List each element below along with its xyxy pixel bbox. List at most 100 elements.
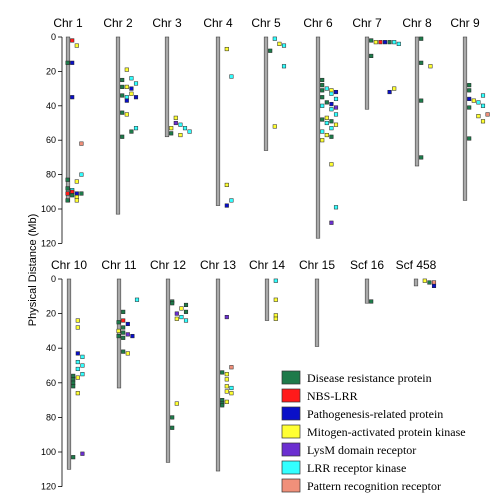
chromosome-label: Chr 15 (299, 258, 335, 272)
gene-marker-disease (71, 377, 76, 382)
gene-marker-lrrk (133, 126, 139, 131)
chromosome-bar (164, 36, 170, 138)
gene-marker-lrrk (134, 297, 140, 302)
gene-marker-lrrk (129, 76, 134, 81)
legend-item-nbs: NBS-LRR (281, 388, 358, 403)
y-tick-label: 40 (46, 343, 56, 353)
legend-swatch (281, 478, 301, 493)
gene-marker-lrrk (392, 40, 397, 45)
gene-marker-lrrk (324, 120, 329, 126)
gene-marker-lrrk (480, 93, 486, 98)
chromosome-chr-14: Chr 14 (249, 258, 285, 321)
chromosome-bar (413, 278, 419, 287)
gene-marker-lysm (80, 451, 85, 456)
gene-marker-disease (71, 373, 76, 378)
gene-marker-mapk (74, 43, 79, 48)
gene-marker-disease (129, 129, 134, 134)
gene-marker-mapk (324, 115, 329, 120)
gene-marker-disease (70, 193, 75, 198)
legend-label: Pattern recognition receptor (307, 479, 441, 493)
y-tick-label: 60 (46, 135, 56, 145)
gene-marker-lrrk (476, 100, 481, 105)
gene-marker-disease (419, 60, 424, 65)
gene-marker-pr (129, 86, 134, 91)
gene-marker-lrrk (333, 112, 339, 117)
gene-marker-nbs (121, 318, 126, 323)
chromosome-label: Chr 9 (450, 16, 480, 30)
gene-marker-lrrk (80, 354, 85, 359)
chromosome-bar (264, 278, 270, 321)
gene-marker-disease (320, 117, 325, 122)
chromosome-scf-458: Scf 458 (396, 258, 437, 288)
gene-marker-nbs (70, 189, 75, 194)
gene-marker-disease (121, 330, 126, 335)
chromosome-panels: 0 20 40 60 80 100 120 Chr 1 Chr 2 Chr 3 Chr 4 Chr 5… (41, 16, 490, 492)
gene-marker-lrrk (80, 372, 85, 377)
chromosome-chr-6: Chr 6 (303, 16, 339, 239)
gene-marker-lysm (174, 311, 179, 316)
gene-marker-pr (75, 351, 80, 356)
gene-marker-lrrk (329, 126, 334, 131)
chromosome-chr-11: Chr 11 (101, 258, 140, 389)
gene-marker-mapk (74, 179, 79, 184)
chromosome-label: Chr 8 (402, 16, 432, 30)
gene-marker-disease (220, 370, 225, 375)
gene-marker-prr (79, 141, 84, 146)
gene-marker-mapk (272, 124, 277, 129)
gene-marker-lrrk (324, 86, 329, 91)
gene-marker-mapk (124, 112, 129, 117)
chromosome-bar (364, 36, 370, 110)
gene-marker-mapk (74, 194, 79, 200)
y-tick-label: 40 (46, 101, 56, 111)
gene-marker-lysm (333, 105, 339, 110)
gene-marker-disease (120, 84, 125, 89)
gene-marker-mapk (74, 198, 79, 203)
chromosome-chr-5: Chr 5 (251, 16, 287, 151)
gene-marker-mapk (471, 98, 476, 103)
gene-marker-nbs (70, 38, 75, 43)
gene-marker-mapk (273, 297, 278, 302)
gene-marker-disease (79, 191, 84, 196)
y-tick-label: 120 (41, 482, 56, 492)
chromosome-bar (364, 278, 370, 304)
y-tick-label: 80 (46, 412, 56, 422)
gene-marker-disease (324, 100, 329, 105)
gene-marker-disease (169, 131, 174, 136)
chromosome-chr-1: Chr 1 (53, 16, 84, 203)
chromosome-label: Chr 13 (200, 258, 236, 272)
gene-marker-disease (65, 60, 70, 65)
gene-marker-lrrk (320, 129, 325, 134)
gene-marker-mapk (329, 88, 334, 93)
gene-marker-mapk (169, 126, 174, 131)
gene-marker-disease (121, 349, 126, 354)
gene-marker-disease (369, 299, 374, 304)
chromosome-label: Chr 12 (150, 258, 186, 272)
gene-marker-pr (70, 60, 75, 65)
gene-marker-pr (125, 321, 130, 327)
gene-marker-mapk (75, 391, 80, 396)
gene-marker-lrrk (272, 36, 277, 41)
gene-marker-nbs (65, 191, 70, 196)
gene-marker-mapk (224, 182, 229, 187)
gene-marker-mapk (75, 325, 80, 330)
chromosome-label: Chr 6 (303, 16, 333, 30)
chromosome-chr-4: Chr 4 (203, 16, 234, 208)
gene-marker-disease (71, 380, 76, 385)
chromosome-bar (315, 36, 321, 239)
gene-marker-disease (467, 105, 472, 110)
gene-marker-lrrk (273, 278, 278, 283)
gene-marker-mapk (273, 316, 278, 321)
gene-marker-mapk (277, 41, 282, 46)
gene-marker-mapk (480, 119, 486, 124)
gene-marker-nbs (378, 40, 383, 45)
chromosome-bar (462, 36, 468, 201)
gene-marker-lrrk (79, 172, 84, 177)
gene-marker-mapk (329, 162, 334, 167)
gene-marker-mapk (116, 328, 121, 333)
gene-marker-prr (431, 280, 437, 285)
gene-marker-disease (170, 415, 175, 420)
gene-marker-lrrk (133, 81, 139, 86)
gene-marker-disease (121, 325, 126, 330)
gene-marker-lrrk (182, 126, 188, 131)
legend-item-pr: Pathogenesis-related protein (281, 406, 443, 421)
